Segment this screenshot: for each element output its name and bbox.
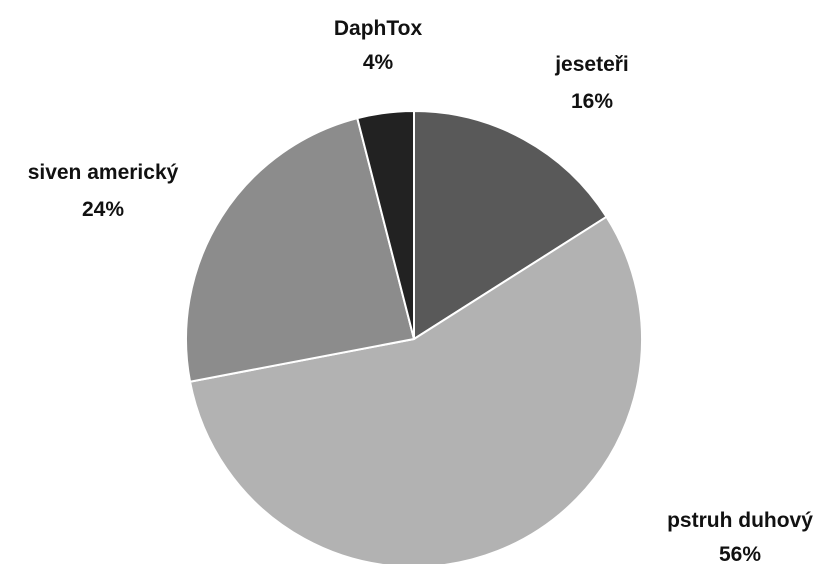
pie-slice-4	[356, 109, 415, 340]
pie-slices	[185, 109, 643, 564]
slice-category-label: siven americký	[28, 161, 179, 184]
slice-percent-label: 56%	[719, 543, 761, 564]
pie-data-labels: jeseteři 16% pstruh duhový 56% siven americk…	[28, 17, 814, 564]
slice-category-label: DaphTox	[334, 17, 423, 40]
slice-category-label: pstruh duhový	[667, 509, 813, 532]
slice-percent-label: 16%	[571, 90, 613, 113]
slice-percent-label: 24%	[82, 198, 124, 221]
slice-category-label: jeseteři	[554, 53, 629, 76]
pie-slice-2	[188, 215, 643, 564]
slice-percent-label: 4%	[363, 51, 394, 74]
pie-slice-1	[413, 109, 608, 341]
pie-slice-3	[185, 116, 416, 383]
